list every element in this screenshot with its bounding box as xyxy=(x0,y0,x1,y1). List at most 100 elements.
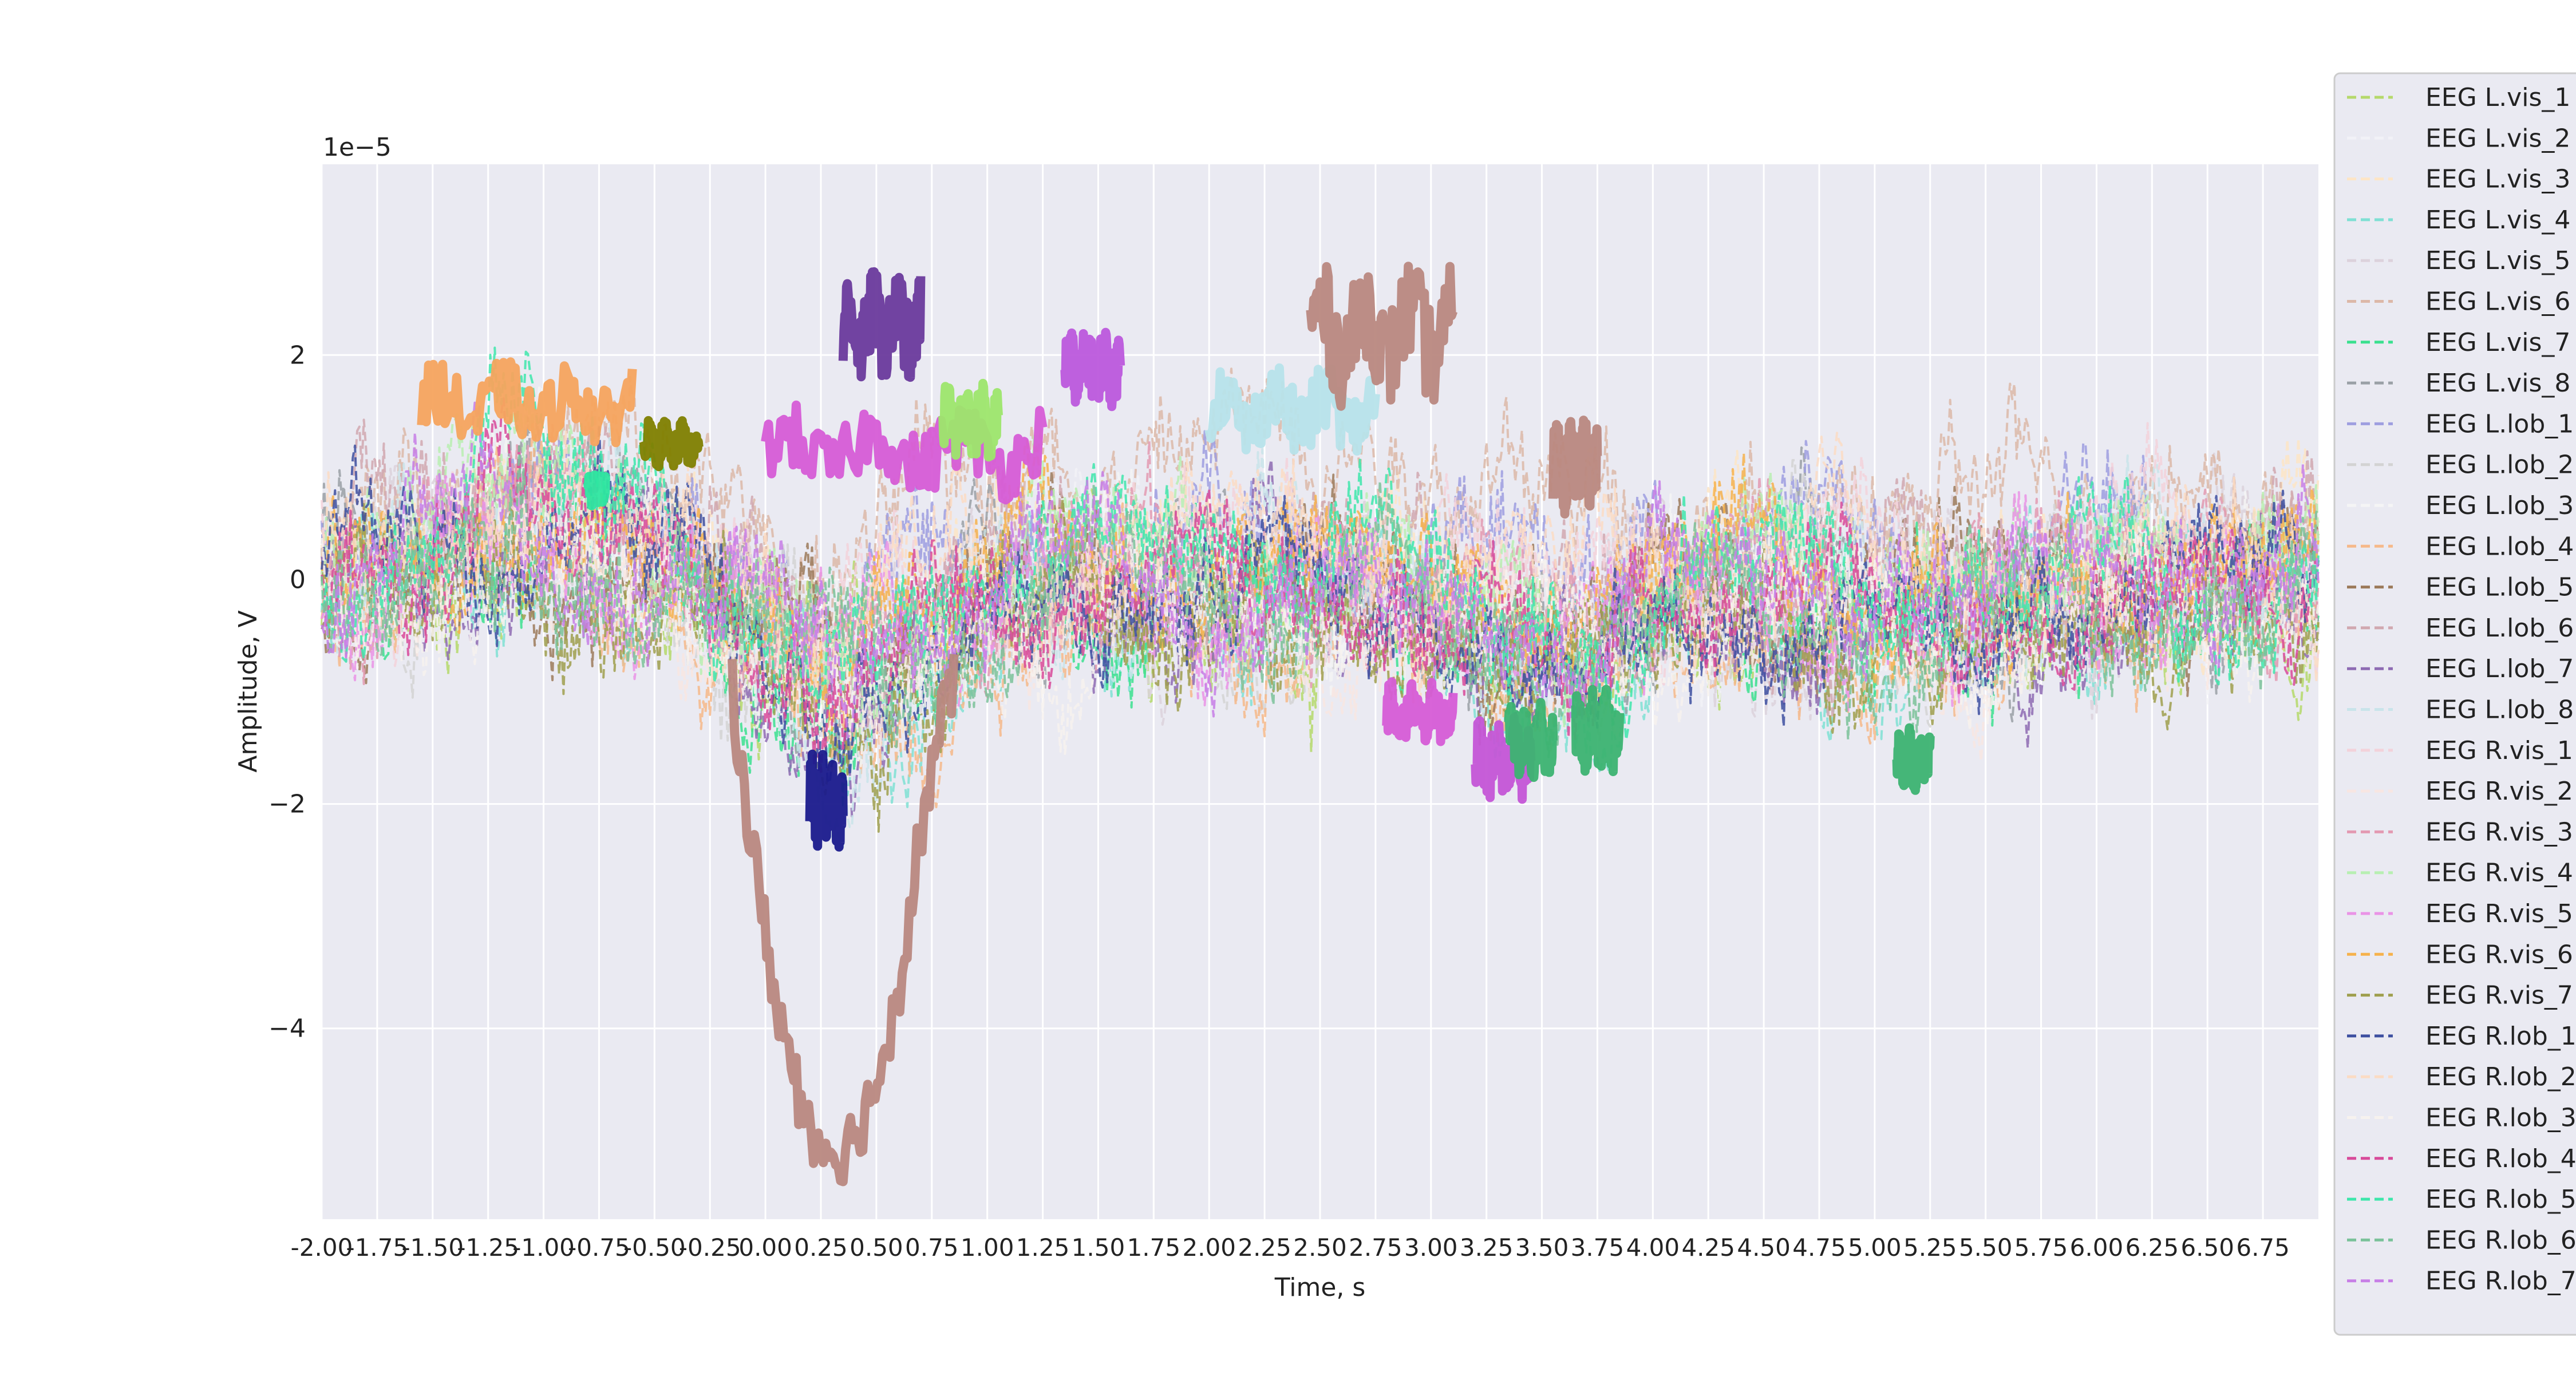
legend-label: EEG R.vis_7 xyxy=(2425,981,2573,1010)
x-tick-label: 3.25 xyxy=(1460,1233,1514,1262)
x-tick-label: -2.00 xyxy=(291,1233,353,1262)
legend-entry: EEG R.vis_7 xyxy=(2347,981,2573,1010)
x-tick-label: 6.25 xyxy=(2125,1233,2179,1262)
x-tick-label: 2.00 xyxy=(1182,1233,1236,1262)
legend-entry: EEG R.lob_3 xyxy=(2347,1104,2576,1133)
series-line xyxy=(321,445,2320,758)
x-tick-label: 0.00 xyxy=(738,1233,792,1262)
legend-entry: EEG R.vis_5 xyxy=(2347,899,2573,928)
legend-label: EEG L.vis_3 xyxy=(2425,165,2570,194)
x-tick-label: 5.00 xyxy=(1848,1233,1902,1262)
legend-entry: EEG R.lob_7 xyxy=(2347,1267,2576,1296)
legend-label: EEG R.lob_7 xyxy=(2425,1267,2576,1296)
x-axis-label: Time, s xyxy=(1274,1273,1366,1302)
legend-label: EEG L.vis_5 xyxy=(2425,246,2570,275)
legend-entry: EEG R.lob_6 xyxy=(2347,1225,2576,1255)
x-tick-label: 4.25 xyxy=(1681,1233,1735,1262)
series-layer xyxy=(321,262,2320,1187)
x-tick-label: 5.25 xyxy=(1903,1233,1957,1262)
legend-label: EEG L.lob_3 xyxy=(2425,491,2574,520)
x-tick-label: -1.75 xyxy=(346,1233,409,1262)
legend-label: EEG R.vis_3 xyxy=(2425,817,2573,847)
legend-entry: EEG L.vis_8 xyxy=(2347,369,2570,398)
significant-segment xyxy=(1306,262,1458,411)
x-tick-label: 1.75 xyxy=(1127,1233,1181,1262)
legend-entry: EEG L.vis_7 xyxy=(2347,328,2570,357)
legend-label: EEG R.lob_1 xyxy=(2425,1022,2576,1051)
legend-entry: EEG L.lob_2 xyxy=(2347,450,2574,480)
y-tick-label: 0 xyxy=(290,565,306,594)
legend-label: EEG R.vis_2 xyxy=(2425,777,2573,806)
significant-segment xyxy=(1382,677,1458,746)
legend-label: EEG R.lob_4 xyxy=(2425,1144,2576,1173)
legend-items: EEG L.vis_1 EEG L.vis_2 EEG L.vis_3 EEG L.v… xyxy=(2347,83,2576,1296)
legend-label: EEG R.lob_3 xyxy=(2425,1104,2576,1133)
significant-segment xyxy=(639,416,704,472)
legend-label: EEG R.vis_5 xyxy=(2425,899,2573,928)
legend-entry: EEG L.vis_3 xyxy=(2347,165,2570,194)
legend-entry: EEG R.vis_2 xyxy=(2347,777,2573,806)
x-tick-label: 4.00 xyxy=(1626,1233,1680,1262)
legend-label: EEG R.lob_6 xyxy=(2425,1225,2576,1255)
x-tick-label: 0.50 xyxy=(850,1233,903,1262)
legend-label: EEG L.lob_2 xyxy=(2425,450,2574,480)
y-tick-label: −4 xyxy=(268,1014,306,1043)
legend-label: EEG R.vis_6 xyxy=(2425,940,2573,969)
significant-segment xyxy=(938,378,1003,462)
x-tick-label: -1.00 xyxy=(512,1233,575,1262)
x-tick-label: 1.00 xyxy=(961,1233,1014,1262)
significant-segment xyxy=(583,470,611,511)
legend-label: EEG L.vis_2 xyxy=(2425,124,2570,153)
legend-label: EEG L.lob_1 xyxy=(2425,409,2574,438)
series-line xyxy=(321,367,2320,647)
legend-entry: EEG L.vis_6 xyxy=(2347,287,2570,317)
y-tick-labels: −4 −2 0 2 xyxy=(268,341,306,1043)
significant-segment xyxy=(805,749,848,852)
x-tick-label: 2.25 xyxy=(1238,1233,1291,1262)
significant-segment xyxy=(1892,723,1935,795)
legend-label: EEG L.vis_1 xyxy=(2425,83,2570,112)
legend-label: EEG R.vis_1 xyxy=(2425,736,2573,765)
x-tick-label: 3.75 xyxy=(1571,1233,1625,1262)
legend-entry: EEG L.lob_3 xyxy=(2347,491,2574,520)
legend-label: EEG L.lob_8 xyxy=(2425,695,2574,725)
x-tick-label: 0.25 xyxy=(794,1233,848,1262)
legend-entry: EEG R.vis_6 xyxy=(2347,940,2573,969)
legend: EEG L.vis_1 EEG L.vis_2 EEG L.vis_3 EEG L.v… xyxy=(2333,72,2576,1336)
significant-segment xyxy=(1204,363,1380,456)
x-tick-label: -0.50 xyxy=(623,1233,686,1262)
legend-entry: EEG L.lob_1 xyxy=(2347,409,2574,438)
legend-entry: EEG L.lob_4 xyxy=(2347,532,2574,561)
significant-segment xyxy=(417,357,637,448)
legend-label: EEG L.lob_4 xyxy=(2425,532,2574,561)
x-tick-label: 5.50 xyxy=(1959,1233,2013,1262)
legend-entry: EEG L.vis_4 xyxy=(2347,205,2570,235)
x-tick-label: 0.75 xyxy=(905,1233,959,1262)
legend-entry: EEG L.lob_6 xyxy=(2347,614,2574,643)
x-tick-label: -0.75 xyxy=(568,1233,630,1262)
legend-entry: EEG L.vis_2 xyxy=(2347,124,2570,153)
x-tick-label: 6.50 xyxy=(2180,1233,2234,1262)
legend-label: EEG L.lob_7 xyxy=(2425,654,2574,683)
legend-entry: EEG R.lob_5 xyxy=(2347,1185,2576,1214)
x-tick-label: 2.50 xyxy=(1293,1233,1347,1262)
legend-entry: EEG L.lob_5 xyxy=(2347,573,2574,602)
significant-segment xyxy=(838,267,926,382)
y-axis-multiplier: 1e−5 xyxy=(323,133,392,162)
x-tick-label: 6.75 xyxy=(2236,1233,2290,1262)
legend-label: EEG R.lob_2 xyxy=(2425,1062,2576,1092)
significant-segment xyxy=(1504,698,1558,782)
legend-entry: EEG R.vis_4 xyxy=(2347,859,2573,888)
legend-label: EEG L.vis_8 xyxy=(2425,369,2570,398)
legend-entry: EEG R.vis_1 xyxy=(2347,736,2573,765)
x-tick-label: -1.50 xyxy=(401,1233,464,1262)
series-line xyxy=(321,456,2320,768)
x-tick-label: 2.75 xyxy=(1349,1233,1402,1262)
legend-entry: EEG R.lob_4 xyxy=(2347,1144,2576,1173)
series-line xyxy=(321,401,2320,739)
legend-entry: EEG L.lob_8 xyxy=(2347,695,2574,725)
x-tick-label: 3.00 xyxy=(1404,1233,1458,1262)
legend-label: EEG L.lob_5 xyxy=(2425,573,2574,602)
